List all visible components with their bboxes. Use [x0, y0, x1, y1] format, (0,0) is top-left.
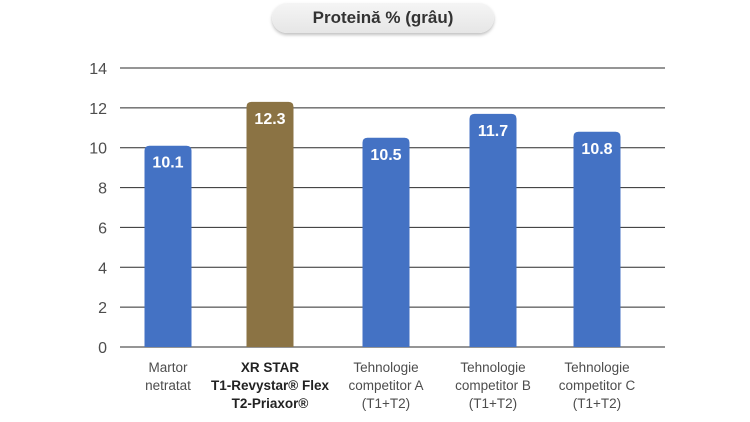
x-category-label: Martor netratat — [145, 360, 191, 393]
bar — [573, 131, 621, 347]
x-category-label-line: Tehnologie — [353, 360, 418, 375]
y-tick-label: 0 — [98, 340, 107, 357]
x-category-label-line: (T1+T2) — [469, 396, 517, 411]
y-tick-label: 8 — [98, 181, 107, 198]
x-category-label-line: competitor C — [559, 378, 636, 393]
y-tick-label: 10 — [89, 141, 107, 158]
x-category-label: XR STAR T1-Revystar® Flex T2-Priaxor® — [211, 360, 329, 411]
y-tick-label: 12 — [89, 101, 107, 118]
bar — [469, 113, 517, 347]
bar — [246, 101, 294, 347]
y-tick-label: 4 — [98, 260, 107, 277]
y-tick-label: 2 — [98, 300, 107, 317]
x-category-label-line: (T1+T2) — [573, 396, 621, 411]
x-category-label: Tehnologie competitor A (T1+T2) — [348, 360, 423, 411]
x-category-label-line: T1-Revystar® Flex — [211, 378, 329, 393]
chart-title: Proteină % (grâu) — [272, 3, 494, 33]
bar — [362, 137, 410, 347]
x-category-label-line: competitor B — [455, 378, 531, 393]
x-category-label-line: netratat — [145, 378, 191, 393]
x-category-label-line: XR STAR — [241, 360, 300, 375]
x-category-label-line: Tehnologie — [460, 360, 525, 375]
bar-value-label: 10.5 — [370, 147, 401, 164]
x-category-label-line: T2-Priaxor® — [232, 396, 309, 411]
bar-value-label: 12.3 — [254, 111, 285, 128]
x-category-label: Tehnologie competitor C (T1+T2) — [559, 360, 636, 411]
x-category-label-line: Tehnologie — [564, 360, 629, 375]
x-category-label-line: (T1+T2) — [362, 396, 410, 411]
bar-value-label: 10.8 — [581, 141, 612, 158]
x-category-label-line: Martor — [148, 360, 188, 375]
x-category-label-line: competitor A — [348, 378, 423, 393]
y-tick-label: 14 — [89, 61, 107, 78]
y-tick-label: 6 — [98, 220, 107, 237]
bar-value-label: 10.1 — [152, 155, 183, 172]
x-category-label: Tehnologie competitor B (T1+T2) — [455, 360, 531, 411]
bar-value-label: 11.7 — [478, 123, 508, 140]
bar — [144, 145, 192, 347]
